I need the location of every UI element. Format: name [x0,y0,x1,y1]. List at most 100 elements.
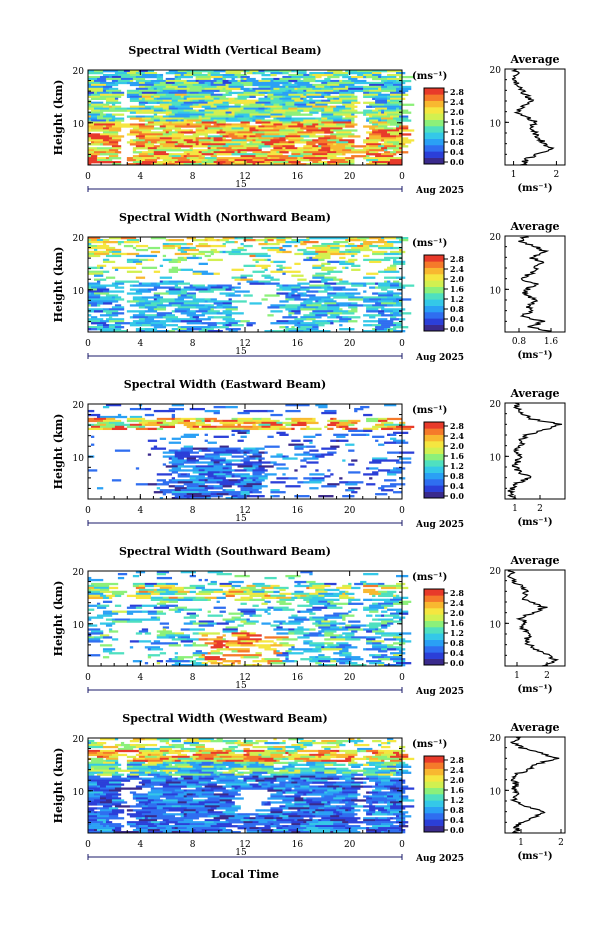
heatmap-cell [199,118,211,120]
heatmap-cell [327,249,339,251]
heatmap-cell [217,760,226,762]
heatmap-cell [369,137,381,139]
heatmap-cell [133,155,139,157]
heatmap-cell [300,322,315,324]
heatmap-cell [169,774,181,776]
heatmap-cell [345,123,357,125]
heatmap-cell [339,263,354,265]
heatmap-cell [312,74,321,76]
heatmap-cell [393,432,408,434]
heatmap-cell [211,137,214,139]
heatmap-cell [172,418,175,420]
heatmap-cell [94,768,109,770]
heatmap-cell [199,151,202,153]
heatmap-cell [321,269,333,271]
heatmap-cell [366,624,381,626]
heatmap-cell [178,450,181,452]
heatmap-cell [112,591,127,593]
heatmap-cell [321,82,327,84]
heatmap-cell [217,597,226,599]
heatmap-cell [232,137,247,139]
heatmap-cell [351,102,360,104]
heatmap-cell [345,98,357,100]
heatmap-cell [378,129,387,131]
heatmap-cell [238,131,253,133]
heatmap-cell [249,104,261,106]
heatmap-cell [342,316,348,318]
heatmap-cell [339,96,351,98]
heatmap-cell [91,155,97,157]
heatmap-cell [294,141,306,143]
heatmap-cell [378,424,384,426]
heatmap-cell [345,106,357,108]
heatmap-cell [387,267,396,269]
heatmap-cell [303,94,306,96]
heatmap-cell [348,112,363,114]
heatmap-cell [327,304,339,306]
heatmap-cell [303,123,312,125]
heatmap-cell [264,283,279,285]
heatmap-cell [351,760,354,762]
heatmap-cell [399,239,408,241]
heatmap-cell [366,660,381,662]
heatmap-cell [127,766,133,768]
heatmap-cell [133,296,142,298]
heatmap-cell [249,141,252,143]
heatmap-cell [145,758,160,760]
heatmap-cell [145,123,148,125]
heatmap-cell [103,791,118,793]
colorbar-unit-label: (ms⁻¹) [412,71,447,82]
heatmap-cell [175,245,181,247]
heatmap-cell [193,133,196,135]
heatmap-cell [252,770,267,772]
heatmap-cell [238,432,247,434]
heatmap-cell [235,116,244,118]
heatmap-cell [190,756,199,758]
heatmap-cell [202,143,211,145]
heatmap-cell [211,774,217,776]
heatmap-cell [91,84,106,86]
heatmap-cell [235,742,244,744]
heatmap-cell [306,787,321,789]
heatmap-cell [100,143,103,145]
heatmap-cell [270,98,273,100]
heatmap-cell [190,123,202,125]
heatmap-cell [300,597,312,599]
heatmap-cell [163,452,175,454]
heatmap-cell [378,76,381,78]
heatmap-cell [211,308,214,310]
heatmap-cell [193,758,196,760]
heatmap-cell [264,294,279,296]
heatmap-cell [166,86,178,88]
heatmap-cell [184,257,187,259]
heatmap-cell [285,795,300,797]
heatmap-cell [345,116,351,118]
heatmap-cell [88,420,103,422]
heatmap-cell [291,118,300,120]
heatmap-cell [270,310,282,312]
heatmap-cell [202,420,205,422]
profile-x-tick-label: 2 [544,671,550,681]
heatmap-cell [214,632,220,634]
heatmap-cell [115,283,124,285]
heatmap-cell [175,455,181,457]
heatmap-cell [369,118,381,120]
heatmap-cell [330,624,336,626]
heatmap-cell [378,88,381,90]
heatmap-cell [282,638,297,640]
heatmap-cell [261,119,264,121]
heatmap-cell [396,461,411,463]
heatmap-cell [255,72,264,74]
heatmap-cell [375,754,381,756]
heatmap-cell [288,630,303,632]
heatmap-cell [372,457,387,459]
heatmap-cell [97,267,100,269]
heatmap-cell [321,243,324,245]
heatmap-cell [348,304,363,306]
heatmap-cell [321,96,324,98]
heatmap-cell [315,660,318,662]
heatmap-cell [390,92,405,94]
heatmap-cell [184,617,196,619]
heatmap-cell [267,784,279,786]
heatmap-cell [393,491,402,493]
